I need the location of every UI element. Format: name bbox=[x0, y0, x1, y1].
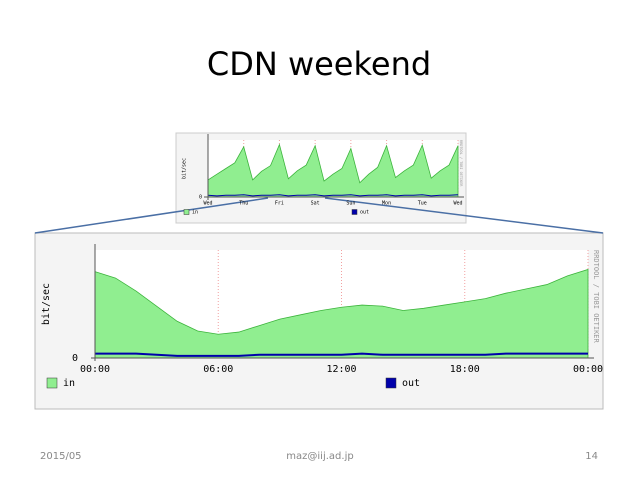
legend-label: out bbox=[402, 378, 420, 389]
footer-date: 2015/05 bbox=[40, 451, 82, 462]
legend-swatch bbox=[385, 377, 397, 389]
x-tick-label: Mon bbox=[382, 201, 391, 207]
x-tick-label: 12:00 bbox=[326, 364, 356, 375]
x-tick-label: Tue bbox=[418, 201, 427, 207]
slide-title: CDN weekend bbox=[207, 45, 431, 83]
y-axis-label: bit/sec bbox=[41, 283, 52, 325]
x-tick-label: Sat bbox=[311, 201, 320, 207]
x-tick-label: Thu bbox=[239, 201, 248, 207]
footer-page: 14 bbox=[585, 451, 598, 462]
zoom-line bbox=[34, 197, 269, 234]
legend-swatch bbox=[183, 209, 190, 215]
x-tick-label: Wed bbox=[203, 201, 212, 207]
x-tick-label: Fri bbox=[275, 201, 284, 207]
x-tick-label: 00:00 bbox=[80, 364, 110, 375]
line-out bbox=[207, 194, 459, 197]
legend-swatch bbox=[351, 209, 358, 215]
legend-swatch bbox=[46, 377, 58, 389]
x-tick-label: 06:00 bbox=[203, 364, 233, 375]
legend-label: in bbox=[63, 378, 75, 389]
zoom-line bbox=[324, 197, 604, 234]
y-tick-label: 0 bbox=[199, 195, 202, 201]
x-tick-label: Wed bbox=[453, 201, 462, 207]
x-tick-label: Sun bbox=[346, 201, 355, 207]
legend-label: out bbox=[360, 210, 369, 216]
y-axis-label: bit/sec bbox=[182, 158, 188, 179]
footer-author: maz@iij.ad.jp bbox=[286, 451, 353, 462]
area-in bbox=[94, 268, 589, 359]
watermark: RRDTOOL / TOBI OETIKER bbox=[459, 140, 463, 187]
x-tick-label: 18:00 bbox=[450, 364, 480, 375]
area-in bbox=[207, 143, 459, 198]
legend-label: in bbox=[192, 210, 198, 216]
line-out bbox=[95, 352, 588, 357]
x-tick-label: 00:00 bbox=[573, 364, 603, 375]
y-tick-label: 0 bbox=[72, 353, 78, 364]
watermark: RRDTOOL / TOBI OETIKER bbox=[592, 250, 600, 344]
